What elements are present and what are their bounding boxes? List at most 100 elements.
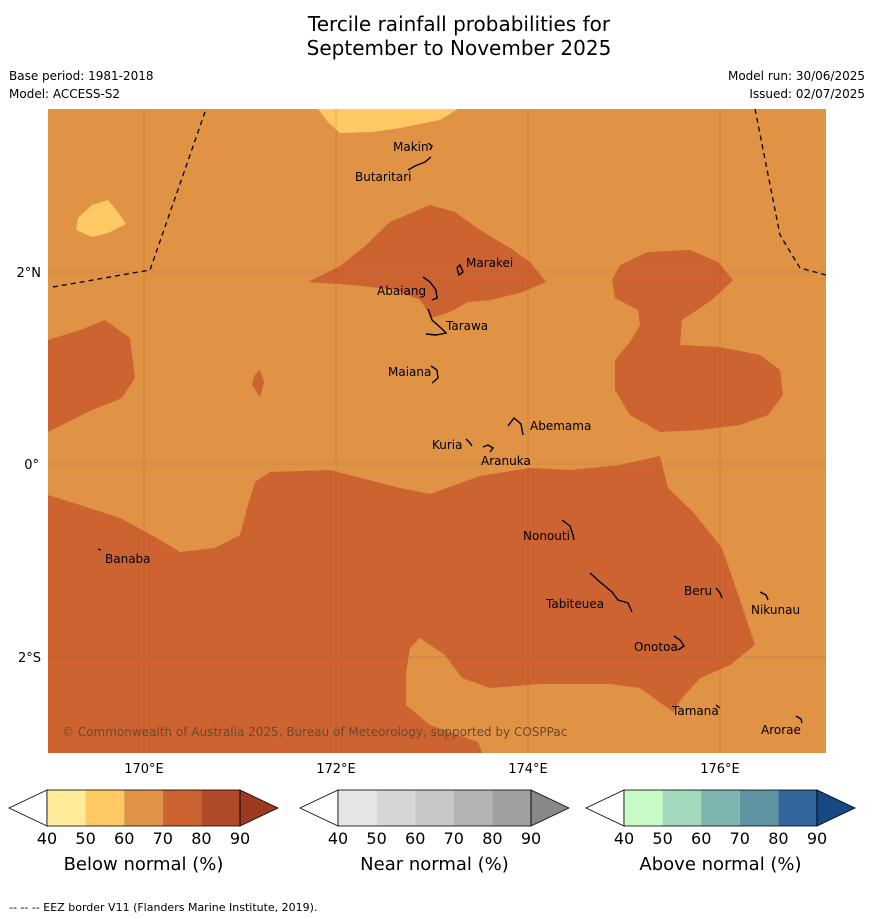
colorbar-label: Near normal (%) <box>360 854 509 875</box>
lon-tick-label: 170°E <box>124 762 164 777</box>
lat-tick-label: 2°N <box>17 266 42 281</box>
model-run: Model run: 30/06/2025 <box>727 69 865 83</box>
colorbar-segment <box>492 790 531 826</box>
lat-tick-label: 0° <box>24 458 39 473</box>
island-label: Abaiang <box>377 284 426 298</box>
lon-tick-label: 176°E <box>700 762 740 777</box>
colorbar-segment <box>662 790 702 826</box>
island-label: Tamana <box>671 704 719 718</box>
colorbar-tick-label: 70 <box>730 829 750 848</box>
copyright-notice: © Commonwealth of Australia 2025, Bureau… <box>62 725 567 739</box>
colorbar-outline <box>623 789 818 827</box>
title-line-2: September to November 2025 <box>306 36 612 60</box>
island-label: Makin <box>393 140 429 154</box>
island-makin-shape <box>427 142 433 151</box>
colorbar-segment <box>778 790 817 826</box>
colorbar-segment <box>701 790 740 826</box>
colorbar-tick-label: 70 <box>153 829 173 848</box>
island-nikunau-shape <box>759 591 769 601</box>
island-tarawa-shape <box>425 308 448 336</box>
colorbar-segment <box>624 790 663 826</box>
colorbar-tick-label: 90 <box>230 829 250 848</box>
colorbar-over-triangle <box>816 789 856 827</box>
colorbar-tick-label: 40 <box>37 829 57 848</box>
colorbar-segment <box>376 790 416 826</box>
island-tabiteuea-shape <box>589 572 633 613</box>
colorbar-tick-label: 90 <box>521 829 541 848</box>
colorbar-segment <box>124 790 163 826</box>
colorbars: 40 50 60 70 80 90 Below normal (%) 40 50 60 70 80 90… <box>8 789 856 875</box>
lon-tick-label: 174°E <box>508 762 548 777</box>
colorbar-tick-label: 90 <box>807 829 827 848</box>
island-kuria-shape <box>465 438 473 447</box>
colorbar-segment <box>415 790 454 826</box>
colorbar-label: Above normal (%) <box>639 854 801 875</box>
colorbar-tick-label: 40 <box>614 829 634 848</box>
colorbar-label: Below normal (%) <box>64 854 224 875</box>
lon-tick-label: 172°E <box>316 762 356 777</box>
colorbar-outline <box>46 789 241 827</box>
colorbar-tick-label: 70 <box>444 829 464 848</box>
region-70-80-west <box>48 320 135 432</box>
footnote: -- -- -- EEZ border V11 (Flanders Marine… <box>9 901 317 914</box>
island-label: Arorae <box>761 723 801 737</box>
island-label: Beru <box>684 584 712 598</box>
island-label: Banaba <box>105 552 151 566</box>
colorbar-outline <box>337 789 532 827</box>
colorbar-over-triangle <box>530 789 570 827</box>
graticule <box>48 109 826 753</box>
title-line-1: Tercile rainfall probabilities for <box>307 12 611 36</box>
model-name: Model: ACCESS-S2 <box>9 87 121 101</box>
colorbar-under-triangle <box>585 789 625 827</box>
island-maiana-shape <box>430 365 439 384</box>
region-70-80-tarawa <box>308 205 546 318</box>
colorbar-under-triangle <box>8 789 48 827</box>
island-arorae-shape <box>795 715 803 724</box>
island-marakei-shape <box>456 263 464 277</box>
chart-title: Tercile rainfall probabilities for Septe… <box>0 12 873 60</box>
island-label: Aranuka <box>481 454 531 468</box>
colorbar: 40 50 60 70 80 90 Above normal (%) <box>585 789 856 875</box>
island-label: Butaritari <box>355 170 412 184</box>
colorbar-tick-label: 50 <box>366 829 386 848</box>
island-abaiang-shape <box>422 276 438 301</box>
region-70-80-south <box>48 456 755 753</box>
colorbar-under-triangle <box>299 789 339 827</box>
island-outlines <box>97 142 803 724</box>
colorbar-segment <box>201 790 240 826</box>
colorbar: 40 50 60 70 80 90 Below normal (%) <box>8 789 279 875</box>
island-butaritari-shape <box>407 156 432 171</box>
region-70-80-east <box>612 250 783 432</box>
region-50-60-north <box>318 109 458 133</box>
island-label: Maiana <box>388 365 431 379</box>
island-beru-shape <box>715 587 723 599</box>
island-label: Tabiteuea <box>545 597 604 611</box>
colorbar-tick-label: 40 <box>328 829 348 848</box>
colorbar-tick-label: 60 <box>405 829 425 848</box>
colorbar-segment <box>47 790 86 826</box>
colorbar-tick-label: 60 <box>691 829 711 848</box>
colorbar-segment <box>739 790 779 826</box>
island-label: Marakei <box>466 256 513 270</box>
colorbar-over-triangle <box>239 789 279 827</box>
colorbar-tick-label: 80 <box>768 829 788 848</box>
region-70-80-speck <box>252 370 264 397</box>
island-label: Nonouti <box>523 529 570 543</box>
colorbar: 40 50 60 70 80 90 Near normal (%) <box>299 789 570 875</box>
island-label: Onotoa <box>634 640 678 654</box>
base-period: Base period: 1981-2018 <box>9 69 154 83</box>
colorbar-tick-label: 50 <box>75 829 95 848</box>
island-tamana-shape <box>715 704 721 709</box>
colorbar-segment <box>338 790 377 826</box>
colorbar-segment <box>162 790 202 826</box>
island-label: Abemama <box>530 419 591 433</box>
island-label: Kuria <box>432 438 463 452</box>
island-label: Tarawa <box>445 319 488 333</box>
region-50-60-west <box>76 200 126 237</box>
colorbar-tick-label: 80 <box>482 829 502 848</box>
colorbar-tick-label: 80 <box>191 829 211 848</box>
island-label: Nikunau <box>751 603 800 617</box>
map-area: Makin Butaritari Marakei Abaiang Tarawa … <box>48 109 826 753</box>
colorbar-segment <box>85 790 125 826</box>
